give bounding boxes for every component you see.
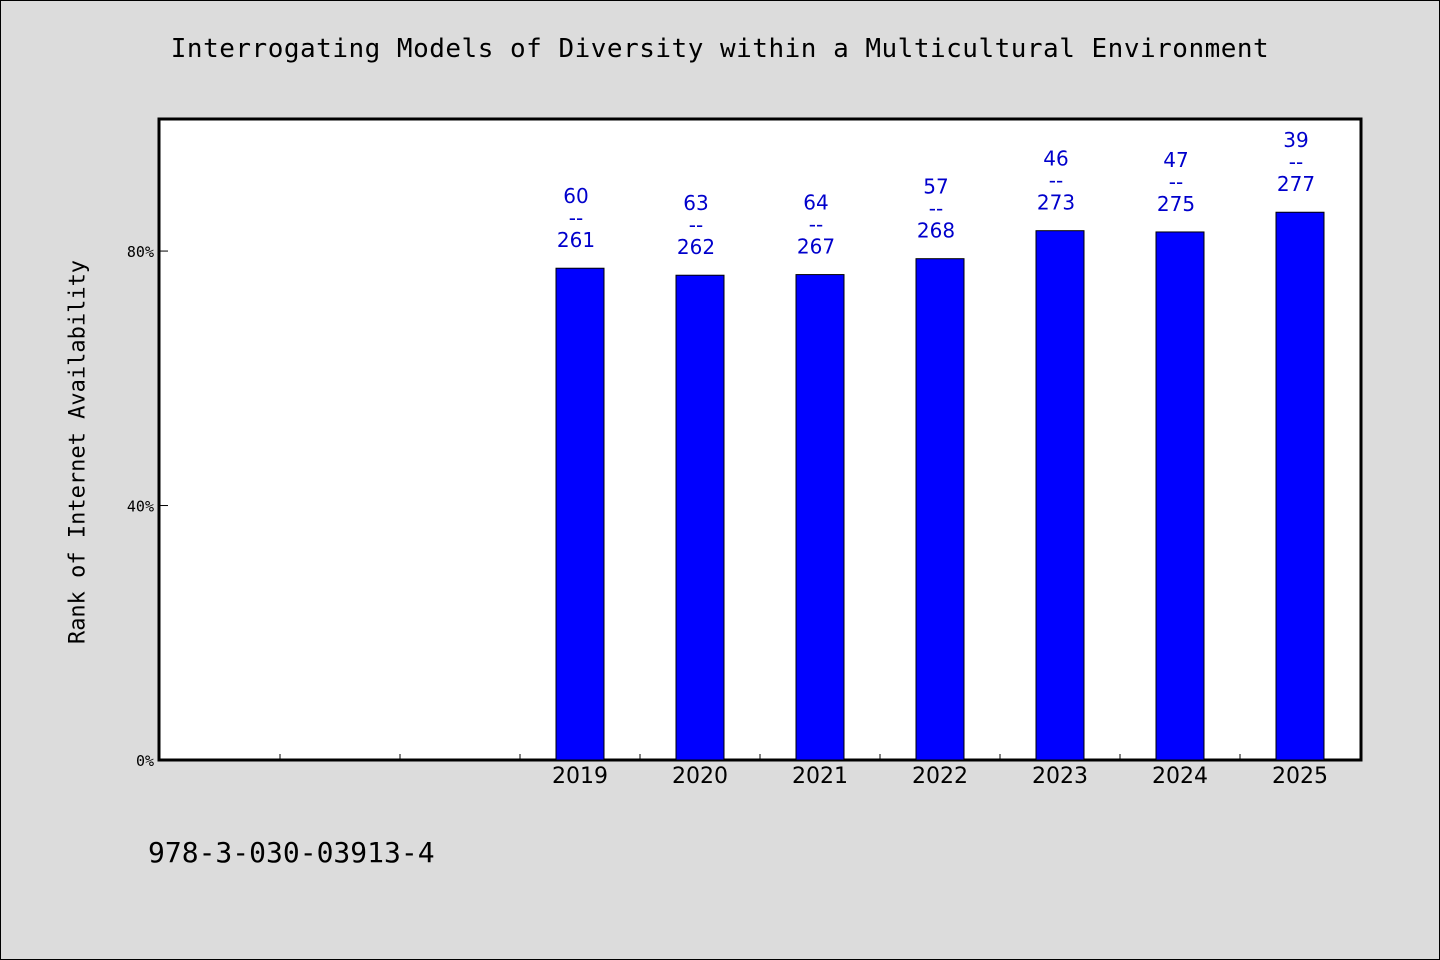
bars-layer xyxy=(555,211,1325,761)
bar-data-label-line: -- xyxy=(569,206,583,230)
bar xyxy=(795,274,845,761)
bar-data-label-line: 268 xyxy=(917,219,955,243)
bar-data-label-line: 262 xyxy=(677,235,715,259)
bar-data-label-line: -- xyxy=(1169,170,1183,194)
bar-data-label-line: 46 xyxy=(1043,147,1068,171)
y-tick-label: 0% xyxy=(136,752,154,770)
y-tick-label: 40% xyxy=(127,498,154,516)
bar-data-label-line: -- xyxy=(1289,150,1303,174)
bar-data-label: 46 --273 xyxy=(1037,147,1075,215)
x-ticks-layer: 2019 2020 2021 2022 2023 2024 2025 xyxy=(279,754,1328,789)
chart-title: Interrogating Models of Diversity within… xyxy=(170,34,1270,64)
bar xyxy=(1155,231,1205,761)
bar-data-label: 63 --262 xyxy=(677,191,715,259)
bar-data-label-line: 64 xyxy=(803,191,828,215)
bar-data-label-line: 267 xyxy=(797,235,835,259)
footer-code: 978-3-030-03913-4 xyxy=(148,836,435,869)
bar-data-label-line: 39 xyxy=(1283,128,1308,152)
x-tick-label: 2020 xyxy=(672,764,728,789)
y-ticks-layer: 0% 40% 80% xyxy=(127,243,168,770)
bar-data-label-line: 47 xyxy=(1163,148,1188,172)
bar-data-label-line: -- xyxy=(689,213,703,237)
bar-data-label-line: 261 xyxy=(557,228,595,252)
bar-data-label: 47 --275 xyxy=(1157,148,1195,216)
bar xyxy=(915,258,965,761)
y-tick-label: 80% xyxy=(127,243,154,261)
bar-data-label: 39 --277 xyxy=(1277,128,1315,196)
bar-data-label-line: 60 xyxy=(563,184,588,208)
x-tick-label: 2024 xyxy=(1152,764,1208,789)
bar-data-label-line: 277 xyxy=(1277,172,1315,196)
bar-data-label-line: 63 xyxy=(683,191,708,215)
bar-data-label-line: 273 xyxy=(1037,191,1075,215)
x-tick-label: 2025 xyxy=(1272,764,1328,789)
bar xyxy=(1275,211,1325,761)
bar-data-label: 57 --268 xyxy=(917,175,955,243)
x-tick-label: 2021 xyxy=(792,764,848,789)
bar xyxy=(555,267,605,761)
bar xyxy=(1035,230,1085,761)
bar xyxy=(675,274,725,761)
bar-data-label-line: 57 xyxy=(923,175,948,199)
bar-data-label: 60 --261 xyxy=(557,184,595,252)
bar-data-label: 64 --267 xyxy=(797,191,835,259)
bar-data-label-line: -- xyxy=(929,197,943,221)
bar-data-label-line: -- xyxy=(1049,169,1063,193)
x-tick-label: 2022 xyxy=(912,764,968,789)
bar-data-label-line: -- xyxy=(809,213,823,237)
x-tick-label: 2023 xyxy=(1032,764,1088,789)
x-tick-label: 2019 xyxy=(552,764,608,789)
bar-data-label-line: 275 xyxy=(1157,192,1195,216)
